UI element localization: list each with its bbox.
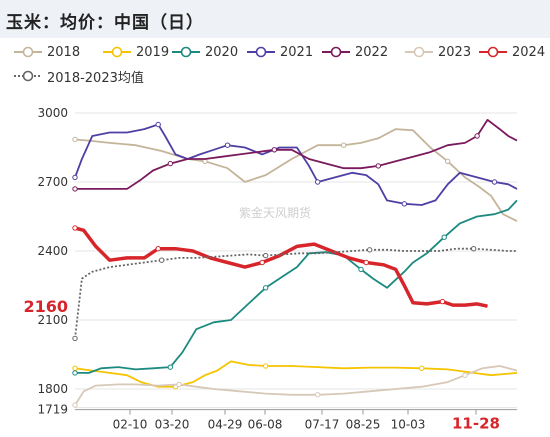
- legend-item[interactable]: 2024: [479, 42, 545, 62]
- data-point: [444, 158, 451, 165]
- data-point: [474, 133, 480, 139]
- series-line-2018-2023均值: [74, 247, 517, 339]
- legend-item[interactable]: 2021: [247, 42, 313, 62]
- legend-label: 2024: [512, 44, 546, 60]
- chart-title: 玉米：均价：中国（日）: [6, 13, 204, 33]
- data-point: [491, 179, 498, 185]
- data-point: [72, 365, 78, 371]
- data-point: [167, 364, 174, 370]
- x-tick-label: 11-28: [452, 415, 500, 433]
- series-line-2020: [75, 199, 518, 374]
- series-line-2023: [74, 365, 518, 406]
- data-point: [340, 142, 347, 148]
- x-tick-label: 10-03: [391, 418, 426, 432]
- data-point: [262, 363, 269, 369]
- legend-label: 2022: [355, 44, 389, 60]
- data-point: [418, 365, 425, 371]
- data-point: [72, 186, 78, 192]
- data-point: [167, 160, 174, 167]
- y-tick-label: 3000: [37, 106, 68, 120]
- x-tick-label: 02-10: [113, 418, 148, 432]
- last-value-label: 2160: [23, 297, 68, 316]
- y-tick-label: 2100: [37, 313, 68, 327]
- legend-marker-icon: [247, 46, 275, 58]
- x-tick-label: 06-08: [248, 418, 283, 432]
- line-chart: 1800 2100 2400 2700 3000 1719 02-10 03-20 04-29 0…: [23, 106, 518, 433]
- data-point: [470, 246, 477, 252]
- legend-marker-icon: [322, 46, 350, 58]
- x-tick-label: 03-20: [155, 418, 190, 432]
- legend-marker-icon: [103, 46, 131, 58]
- data-point: [314, 392, 321, 398]
- data-point: [441, 234, 447, 240]
- data-point: [375, 163, 382, 169]
- data-point: [259, 259, 265, 266]
- y-tick-label: 2400: [37, 244, 68, 258]
- legend-item[interactable]: 2023: [405, 42, 471, 62]
- legend-item[interactable]: 2018-2023均值: [14, 66, 144, 86]
- legend-label: 2020: [205, 44, 239, 60]
- legend-label: 2019: [136, 44, 170, 60]
- data-point: [262, 285, 269, 291]
- data-point: [439, 298, 446, 305]
- legend-marker-icon: [405, 46, 433, 58]
- data-point: [72, 402, 78, 408]
- data-point: [72, 174, 78, 181]
- data-point: [462, 372, 468, 378]
- title-bar: 玉米：均价：中国（日）: [0, 0, 550, 38]
- legend-label: 2023: [438, 44, 472, 60]
- legend-item[interactable]: 2019: [103, 42, 169, 62]
- data-point: [155, 121, 161, 128]
- x-tick-label: 07-17: [305, 418, 340, 432]
- series-line-2019: [74, 360, 518, 388]
- legend-label: 2018-2023均值: [47, 70, 144, 86]
- series-line-2024: [74, 226, 488, 308]
- data-point: [358, 266, 364, 273]
- y-tick-label: 2700: [37, 175, 68, 189]
- data-point: [363, 259, 369, 266]
- legend-marker-icon: [14, 70, 42, 82]
- data-point: [72, 225, 78, 231]
- watermark: 紫金天风期货: [239, 205, 311, 220]
- data-point: [158, 257, 165, 263]
- legend-marker-icon: [14, 46, 42, 58]
- legend-label: 2021: [280, 44, 314, 60]
- legend-item[interactable]: 2018: [14, 42, 80, 62]
- x-tick-label: 04-29: [208, 418, 243, 432]
- data-point: [366, 247, 373, 253]
- x-tick-label: 08-25: [346, 418, 381, 432]
- legend-label: 2018: [47, 44, 81, 60]
- data-point: [72, 136, 78, 143]
- chart-legend: 2018 2019 2020 2021 2022 2023 2024 2018-2023均值: [0, 42, 550, 90]
- data-point: [314, 179, 321, 185]
- data-point: [155, 246, 161, 252]
- legend-item[interactable]: 2020: [172, 42, 238, 62]
- data-point: [224, 142, 231, 148]
- data-point: [262, 252, 269, 259]
- series-line-2021: [74, 123, 518, 206]
- y-tick-label: 1800: [37, 382, 68, 396]
- series-line-2022: [75, 118, 518, 190]
- data-point: [72, 335, 78, 342]
- legend-item[interactable]: 2022: [322, 42, 388, 62]
- y-tick-label: 1719: [37, 403, 68, 417]
- series-line-2018: [74, 128, 518, 222]
- data-point: [401, 201, 408, 207]
- data-point: [176, 381, 182, 388]
- legend-marker-icon: [479, 46, 507, 58]
- data-point: [72, 370, 78, 376]
- data-point: [271, 147, 278, 153]
- legend-marker-icon: [172, 46, 200, 58]
